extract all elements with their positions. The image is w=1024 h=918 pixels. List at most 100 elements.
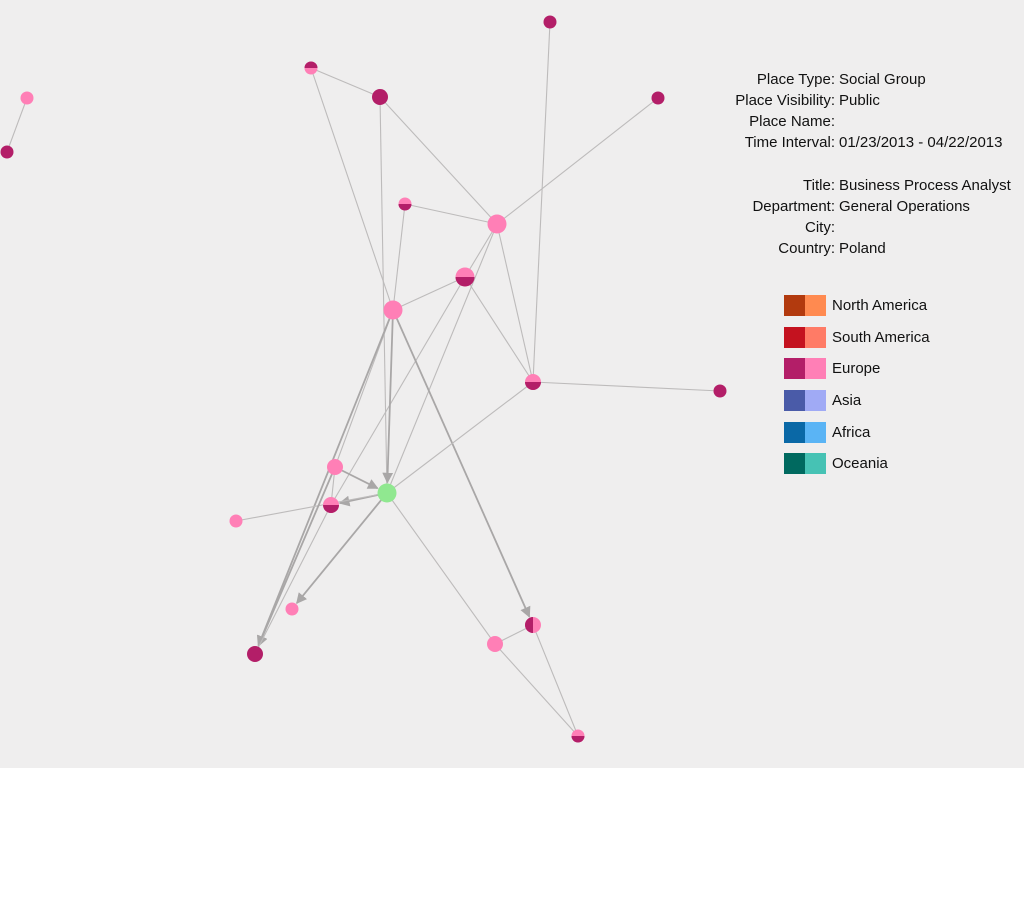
time-interval-row: Time Interval: 01/23/2013 - 04/22/2013 [690, 132, 1003, 153]
graph-edge [330, 276, 466, 506]
legend-swatch-light [805, 390, 826, 412]
legend-label: South America [832, 328, 930, 346]
network-graph [0, 15, 727, 743]
graph-edge [392, 276, 466, 311]
place-type-row: Place Type: Social Group [690, 69, 1002, 90]
node-circle [383, 300, 403, 320]
graph-edge [496, 97, 659, 225]
graph-node[interactable] [20, 91, 34, 105]
graph-node[interactable] [229, 514, 243, 528]
legend-swatch-dark [784, 326, 805, 348]
graph-node[interactable] [398, 197, 412, 211]
graph-node[interactable] [372, 89, 388, 105]
place-type-value: Social Group [839, 71, 926, 88]
graph-edge [254, 504, 332, 655]
node-circle [377, 483, 397, 503]
node-circle [20, 91, 34, 105]
place-info-panel: Place Type: Social Group Place Visibilit… [690, 69, 1002, 153]
graph-edge [532, 21, 551, 383]
legend-swatch-dark [784, 295, 805, 317]
node-half-fill [398, 204, 412, 211]
graph-edge [392, 203, 406, 311]
graph-edge [310, 67, 381, 98]
city-row: City: [690, 217, 1011, 238]
graph-node[interactable] [487, 636, 503, 652]
graph-edge [382, 309, 394, 484]
graph-edge [379, 96, 498, 225]
graph-edge [392, 309, 531, 618]
graph-node[interactable] [0, 145, 14, 159]
graph-node[interactable] [651, 91, 665, 105]
node-circle [487, 636, 503, 652]
node-half-fill [455, 277, 475, 287]
person-info-panel: Title: Business Process Analyst Departme… [690, 175, 1011, 259]
graph-node[interactable] [377, 483, 397, 503]
node-circle [0, 145, 14, 159]
title-value: Business Process Analyst [839, 177, 1011, 194]
legend-item-asia: Asia [784, 385, 930, 417]
place-name-row: Place Name: [690, 111, 1002, 132]
graph-edge [256, 309, 394, 647]
graph-edge [310, 67, 394, 311]
node-circle [487, 214, 507, 234]
title-label: Title: [803, 177, 835, 194]
node-half-fill [525, 617, 533, 633]
legend-item-europe: Europe [784, 353, 930, 385]
time-interval-label: Time Interval: [744, 134, 835, 151]
place-type-label: Place Type: [756, 71, 835, 88]
node-circle [543, 15, 557, 29]
graph-node[interactable] [713, 384, 727, 398]
graph-edge [496, 223, 534, 383]
graph-node[interactable] [543, 15, 557, 29]
legend-swatch-light [805, 421, 826, 443]
place-visibility-row: Place Visibility: Public [690, 90, 1002, 111]
node-circle [713, 384, 727, 398]
graph-edge [386, 223, 498, 494]
graph-edge [464, 223, 498, 278]
graph-node[interactable] [571, 729, 585, 743]
graph-edge [235, 492, 388, 522]
legend-label: Africa [832, 423, 871, 441]
department-label: Department: [752, 198, 835, 215]
edge-layer [6, 21, 721, 737]
time-interval-value: 01/23/2013 - 04/22/2013 [839, 134, 1003, 151]
node-half-fill [571, 736, 585, 743]
legend-label: Europe [832, 360, 881, 378]
country-row: Country: Poland [690, 238, 1011, 259]
legend-swatch-dark [784, 421, 805, 443]
place-visibility-value: Public [839, 92, 880, 109]
graph-edge [494, 643, 579, 737]
legend-swatch-light [805, 326, 826, 348]
legend-swatch-light [805, 453, 826, 475]
node-layer [0, 15, 727, 743]
country-value: Poland [839, 240, 886, 257]
graph-node[interactable] [304, 61, 318, 75]
empty-footer-area [0, 768, 1024, 918]
legend-label: Oceania [832, 455, 888, 473]
graph-node[interactable] [327, 459, 343, 475]
legend-item-south-america: South America [784, 322, 930, 354]
node-circle [372, 89, 388, 105]
node-half-fill [304, 61, 318, 68]
place-name-label: Place Name: [749, 113, 835, 130]
graph-node[interactable] [487, 214, 507, 234]
legend-swatch-light [805, 358, 826, 380]
legend-swatch-dark [784, 358, 805, 380]
legend-item-oceania: Oceania [784, 448, 930, 480]
city-label: City: [805, 219, 835, 236]
graph-node[interactable] [247, 646, 263, 662]
graph-node[interactable] [383, 300, 403, 320]
graph-node[interactable] [285, 602, 299, 616]
node-half-fill [525, 382, 541, 390]
graph-edge [464, 276, 534, 383]
graph-edge [532, 381, 721, 392]
graph-node[interactable] [455, 267, 475, 287]
node-circle [229, 514, 243, 528]
graph-node[interactable] [323, 497, 339, 513]
graph-node[interactable] [525, 374, 541, 390]
legend-item-africa: Africa [784, 416, 930, 448]
title-row: Title: Business Process Analyst [690, 175, 1011, 196]
legend-swatch-dark [784, 453, 805, 475]
legend-swatch-dark [784, 390, 805, 412]
graph-node[interactable] [525, 617, 541, 633]
